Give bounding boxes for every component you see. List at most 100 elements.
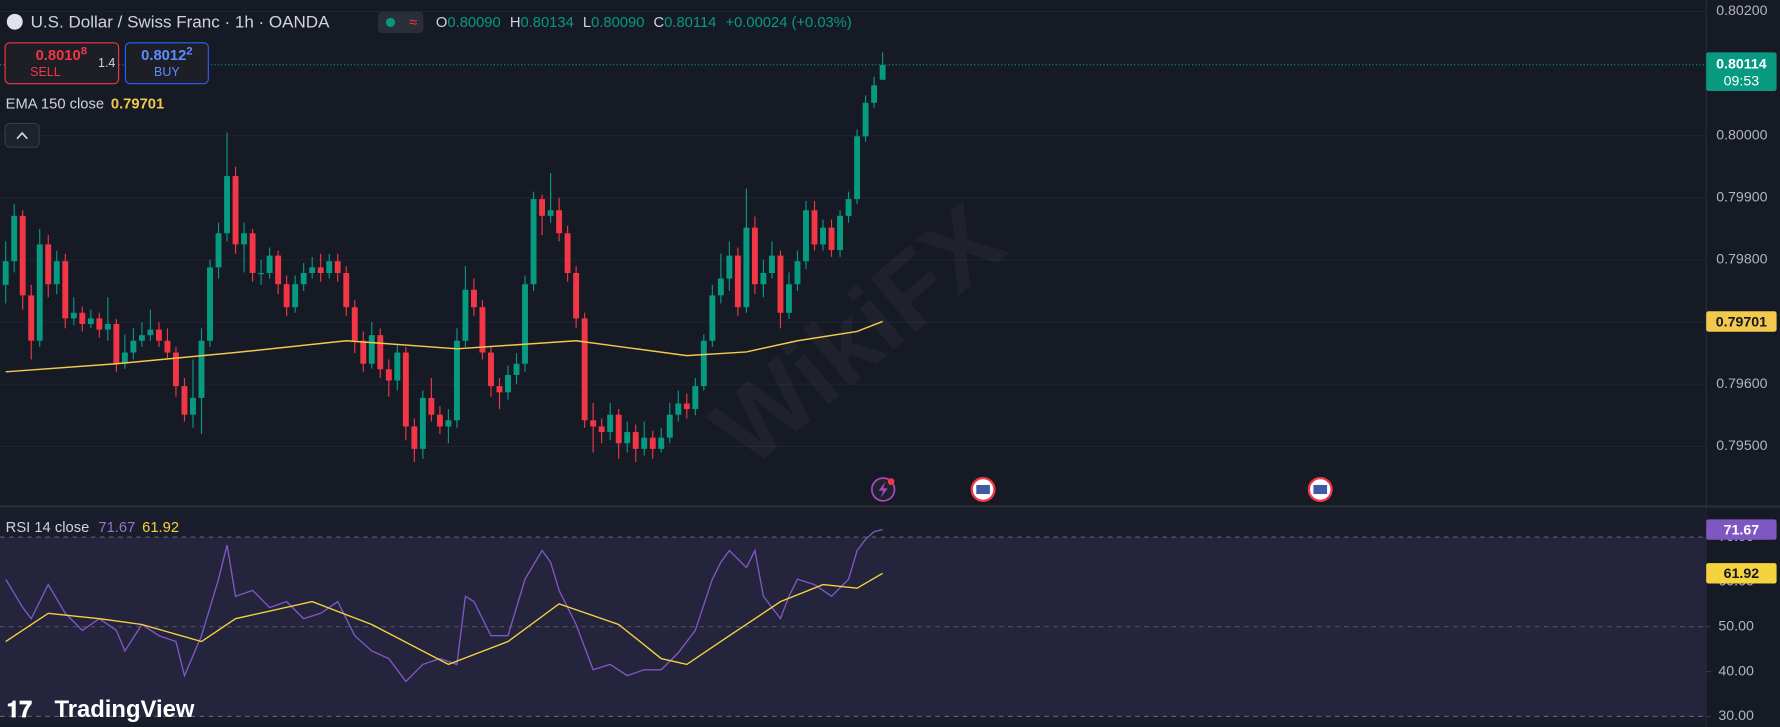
candle-body [700,340,707,387]
candle-body [496,386,503,393]
y-tick-label: 0.79600 [1716,376,1767,392]
ohlc-value: 0.80134 [520,15,573,31]
candle-body [283,284,290,308]
y-tick-label: 0.80000 [1716,127,1767,143]
candle-body [419,397,426,449]
collapse-button[interactable] [4,122,40,148]
rsi-pane-bg [0,508,1707,725]
candle-body [300,273,307,285]
grid [0,10,1707,725]
candle-body [666,414,673,438]
candle-body [96,318,103,330]
candle-body [249,233,256,274]
rsi-badge-label-bg [1706,519,1777,540]
candle-body [845,199,852,216]
candle-body [709,295,716,341]
candle-body [45,244,52,285]
y-tick-label: 50.00 [1718,618,1754,634]
candle-body [190,397,196,415]
candle-body [530,199,537,285]
candle-body [164,340,171,353]
candle-body [368,335,375,364]
buy-price-main: 0.8012 [141,48,186,64]
candle-body [121,352,128,364]
y-tick-label: 40.00 [1718,663,1754,679]
event-glyph [878,481,888,498]
ohlc-value: 0.80114 [664,15,716,31]
candle-body [462,289,469,341]
rsi-line [5,572,883,666]
candle-body [811,210,818,245]
candle-body [402,352,409,427]
candle-body [113,323,120,364]
candle-body [607,414,614,433]
rsi-badge-label: 61.92 [1724,566,1760,582]
candle-body [581,318,588,421]
candle-body [53,261,60,285]
rsi-title: RSI 14 close [6,520,90,536]
candle-body [879,64,886,80]
candle-body [411,426,418,449]
ohlc-value: 0.80090 [591,15,644,31]
y-tick-label: 0.79500 [1716,438,1767,454]
countdown: 09:53 [1724,74,1760,90]
candle-body [232,176,239,245]
axes: 0.795000.796000.797000.798000.799000.800… [1706,3,1777,724]
ohlc-key: O [436,15,447,31]
ema-legend: EMA 150 close 0.79701 [6,97,165,113]
candle-body [675,403,682,415]
candle-body [717,278,724,296]
candle-body [743,227,750,308]
sell-button[interactable] [4,42,120,85]
candle-body [173,352,179,387]
candle-body [292,284,299,308]
market-open-dot [385,17,396,27]
plot [0,52,1707,683]
flag [1313,484,1328,495]
event-dot [887,478,895,485]
candle-body [488,352,494,387]
symbol-title: U.S. Dollar / Swiss Franc · 1h · OANDA [31,12,330,31]
sell-price: 0.80108 [36,45,87,63]
candle-body [215,233,222,268]
candle-body [326,261,333,274]
candle-body [385,369,392,381]
candle-body [828,227,835,251]
candle-body [62,261,69,319]
y-tick-label: 0.79900 [1716,190,1767,206]
candle-body [87,318,94,324]
candle-body [803,210,809,262]
candle-body [862,102,869,137]
last-price-label: 0.80114 [1716,57,1767,73]
candle-body [632,432,639,449]
candle-body [445,420,452,427]
candle-body [317,267,324,274]
candle-body [155,329,162,341]
candle-body [649,437,656,449]
candle-body [760,273,767,285]
candle-body [641,437,648,449]
candle-body [453,340,460,421]
candle-body [479,307,486,353]
candle-body [2,261,9,285]
candle-body [309,267,316,274]
candle-body [573,273,580,319]
rsi-ma-value: 61.92 [142,520,179,536]
candle-body [598,426,605,433]
candle-body [181,386,188,415]
candle-body [266,255,273,274]
candle-body [207,267,213,341]
ohlc-key: H [510,15,521,31]
buy-button[interactable] [124,42,209,85]
rsi-line [5,528,883,683]
status-badge[interactable] [378,11,424,34]
candle-body [726,255,733,279]
sell-price-main: 0.8010 [36,48,81,64]
candle-body [436,414,443,427]
ohlc-value: 0.80090 [447,15,500,31]
candle-body [590,420,597,427]
candle-body [343,273,350,308]
spread: 1.4 [98,56,115,70]
candle-body [130,340,137,353]
